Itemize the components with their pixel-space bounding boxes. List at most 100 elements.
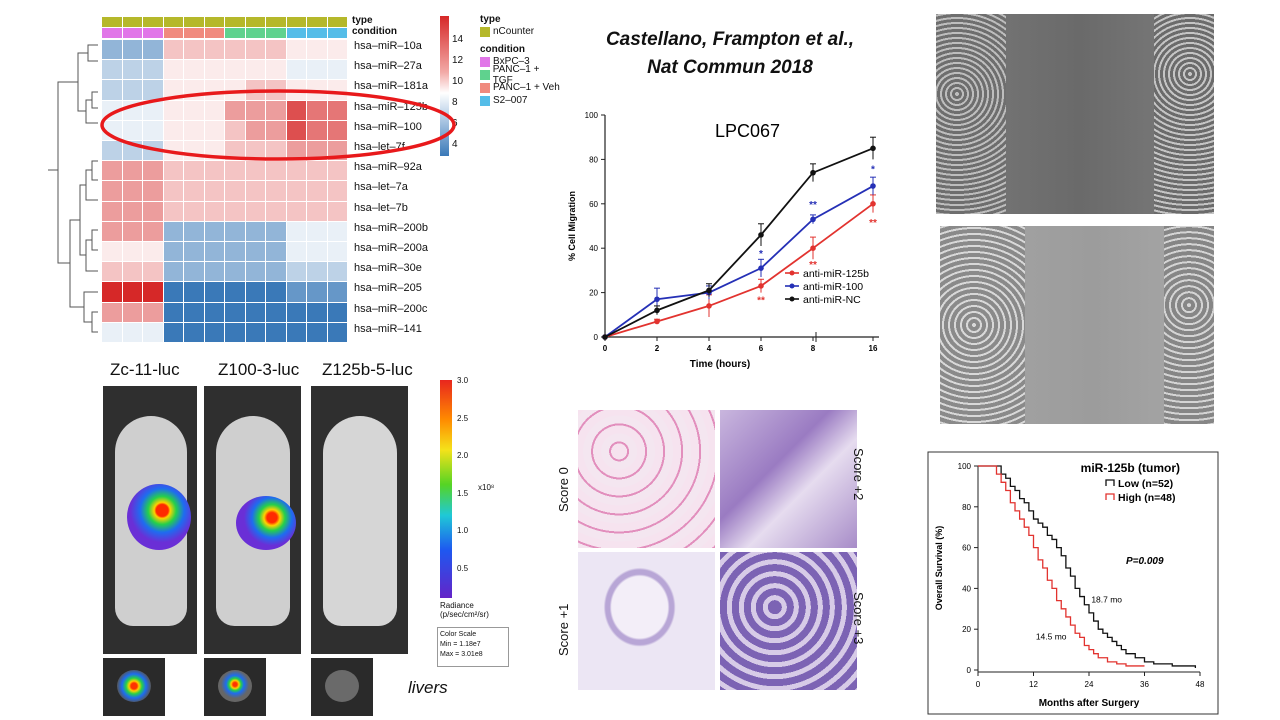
heatmap-cell (307, 262, 327, 282)
mouse-label-z125b: Z125b-5-luc (322, 360, 413, 379)
heatmap-cell (266, 322, 286, 342)
y-tick-label: 80 (962, 503, 971, 512)
x-tick-label: 8 (811, 344, 816, 353)
significance-mark: * (759, 249, 763, 260)
ihc-image-score3 (720, 552, 857, 690)
legend-label: anti-miR-100 (803, 281, 863, 293)
heatmap-cell (307, 242, 327, 262)
heatmap-cell (225, 302, 245, 322)
colorbar-tick-label: 14 (452, 34, 464, 45)
heatmap-cell (102, 282, 122, 302)
radiance-label: Radiance (440, 601, 474, 610)
legend-item: BxPC–3 (480, 55, 560, 68)
heatmap-grid (102, 17, 352, 342)
heatmap-cell (122, 120, 142, 140)
color-scale-box: Color Scale Min = 1.18e7 Max = 3.01e8 (437, 627, 509, 667)
heatmap-cell (245, 221, 265, 241)
heatmap-cell (122, 322, 142, 342)
heatmap-cell (286, 141, 306, 161)
heatmap-cell (143, 201, 163, 221)
heatmap-cell (307, 282, 327, 302)
heatmap-cell (327, 60, 347, 80)
heatmap-cell (307, 80, 327, 100)
legend-condition-title: condition (480, 44, 525, 55)
heatmap-cell (327, 282, 347, 302)
heatmap-row-label: hsa–miR–100 (354, 120, 422, 133)
legend-marker (789, 296, 795, 302)
data-point (706, 287, 712, 294)
heatmap-cell (327, 201, 347, 221)
significance-mark: * (871, 165, 875, 176)
heatmap-cell (245, 322, 265, 342)
heatmap-cell (204, 242, 224, 262)
condition-annotation-cell (143, 28, 163, 38)
chart-frame (927, 451, 1219, 715)
colorbar-tick-label: 12 (452, 55, 464, 66)
heatmap-cell (245, 141, 265, 161)
heatmap-cell (225, 100, 245, 120)
type-annotation-cell (143, 17, 163, 27)
heatmap-cell (286, 282, 306, 302)
data-point (654, 296, 660, 303)
heatmap-cell (204, 161, 224, 181)
series-line (604, 185, 874, 338)
heatmap-cell (102, 201, 122, 221)
heatmap-row-label: hsa–miR–200a (354, 242, 428, 254)
type-annotation-cell (184, 17, 204, 27)
imaging-colorbar-tick: 1.0 (457, 526, 469, 535)
x-tick-label: 12 (1029, 680, 1038, 689)
heatmap-cell (225, 221, 245, 241)
heatmap-cell (184, 40, 204, 60)
legend-type-items: nCounter (480, 25, 560, 38)
condition-annotation-cell (122, 28, 142, 38)
heatmap-row-label: hsa–miR–27a (354, 60, 422, 73)
heatmap-cell (307, 40, 327, 60)
heatmap-cell (225, 242, 245, 262)
type-annotation-cell (204, 17, 224, 27)
liver-image-z100 (204, 658, 266, 716)
type-annotation-cell (163, 17, 183, 27)
type-annotation-cell (102, 17, 122, 27)
legend-label: anti-miR-NC (803, 294, 861, 306)
x-axis-label: Months after Surgery (1039, 698, 1140, 709)
km-chart: 0 20 40 60 80 100 0 12 24 36 48 Months after Surger… (927, 451, 1219, 715)
imaging-colorbar (440, 380, 452, 598)
migration-chart: 0 20 40 60 80 100 0 2 4 6 8 16 LPC067 Time (hours) % C… (567, 111, 879, 370)
citation-line-2: Nat Commun 2018 (647, 57, 813, 78)
heatmap-colorbar (440, 16, 449, 156)
heatmap-cell (266, 100, 286, 120)
ihc-image-score0 (578, 410, 715, 548)
heatmap-panel: hsa–miR–10a hsa–miR–27a hsa–miR–181a hsa–mi… (40, 10, 560, 350)
significance-mark: ** (809, 200, 817, 211)
survival-curve (978, 465, 1145, 667)
heatmap-cell (204, 322, 224, 342)
imaging-colorbar-tick: 1.5 (457, 488, 469, 498)
heatmap-cell (143, 181, 163, 201)
heatmap-cell (122, 60, 142, 80)
heatmap-cell (245, 282, 265, 302)
heatmap-cell (225, 161, 245, 181)
heatmap-cell (307, 201, 327, 221)
heatmap-cell (225, 60, 245, 80)
type-annotation-cell (225, 17, 245, 27)
y-tick-label: 20 (589, 289, 598, 298)
heatmap-cell (245, 60, 265, 80)
heatmap-cell (266, 181, 286, 201)
heatmap-cell (225, 262, 245, 282)
heatmap-cell (286, 161, 306, 181)
type-annotation-cell (307, 17, 327, 27)
heatmap-cell (163, 302, 183, 322)
heatmap-cell (327, 120, 347, 140)
heatmap-cell (143, 60, 163, 80)
y-tick-label: 0 (967, 666, 972, 675)
type-annotation-cell (266, 17, 286, 27)
legend-label: S2–007 (493, 95, 528, 106)
condition-annotation-cell (204, 28, 224, 38)
heatmap-cell (286, 221, 306, 241)
y-tick-label: 40 (589, 244, 598, 253)
median-label-high: 14.5 mo (1036, 631, 1067, 641)
heatmap-cell (307, 181, 327, 201)
heatmap-cell (204, 40, 224, 60)
heatmap-row-label: hsa–miR–200c (354, 302, 428, 315)
legend-type-title: type (480, 14, 501, 25)
